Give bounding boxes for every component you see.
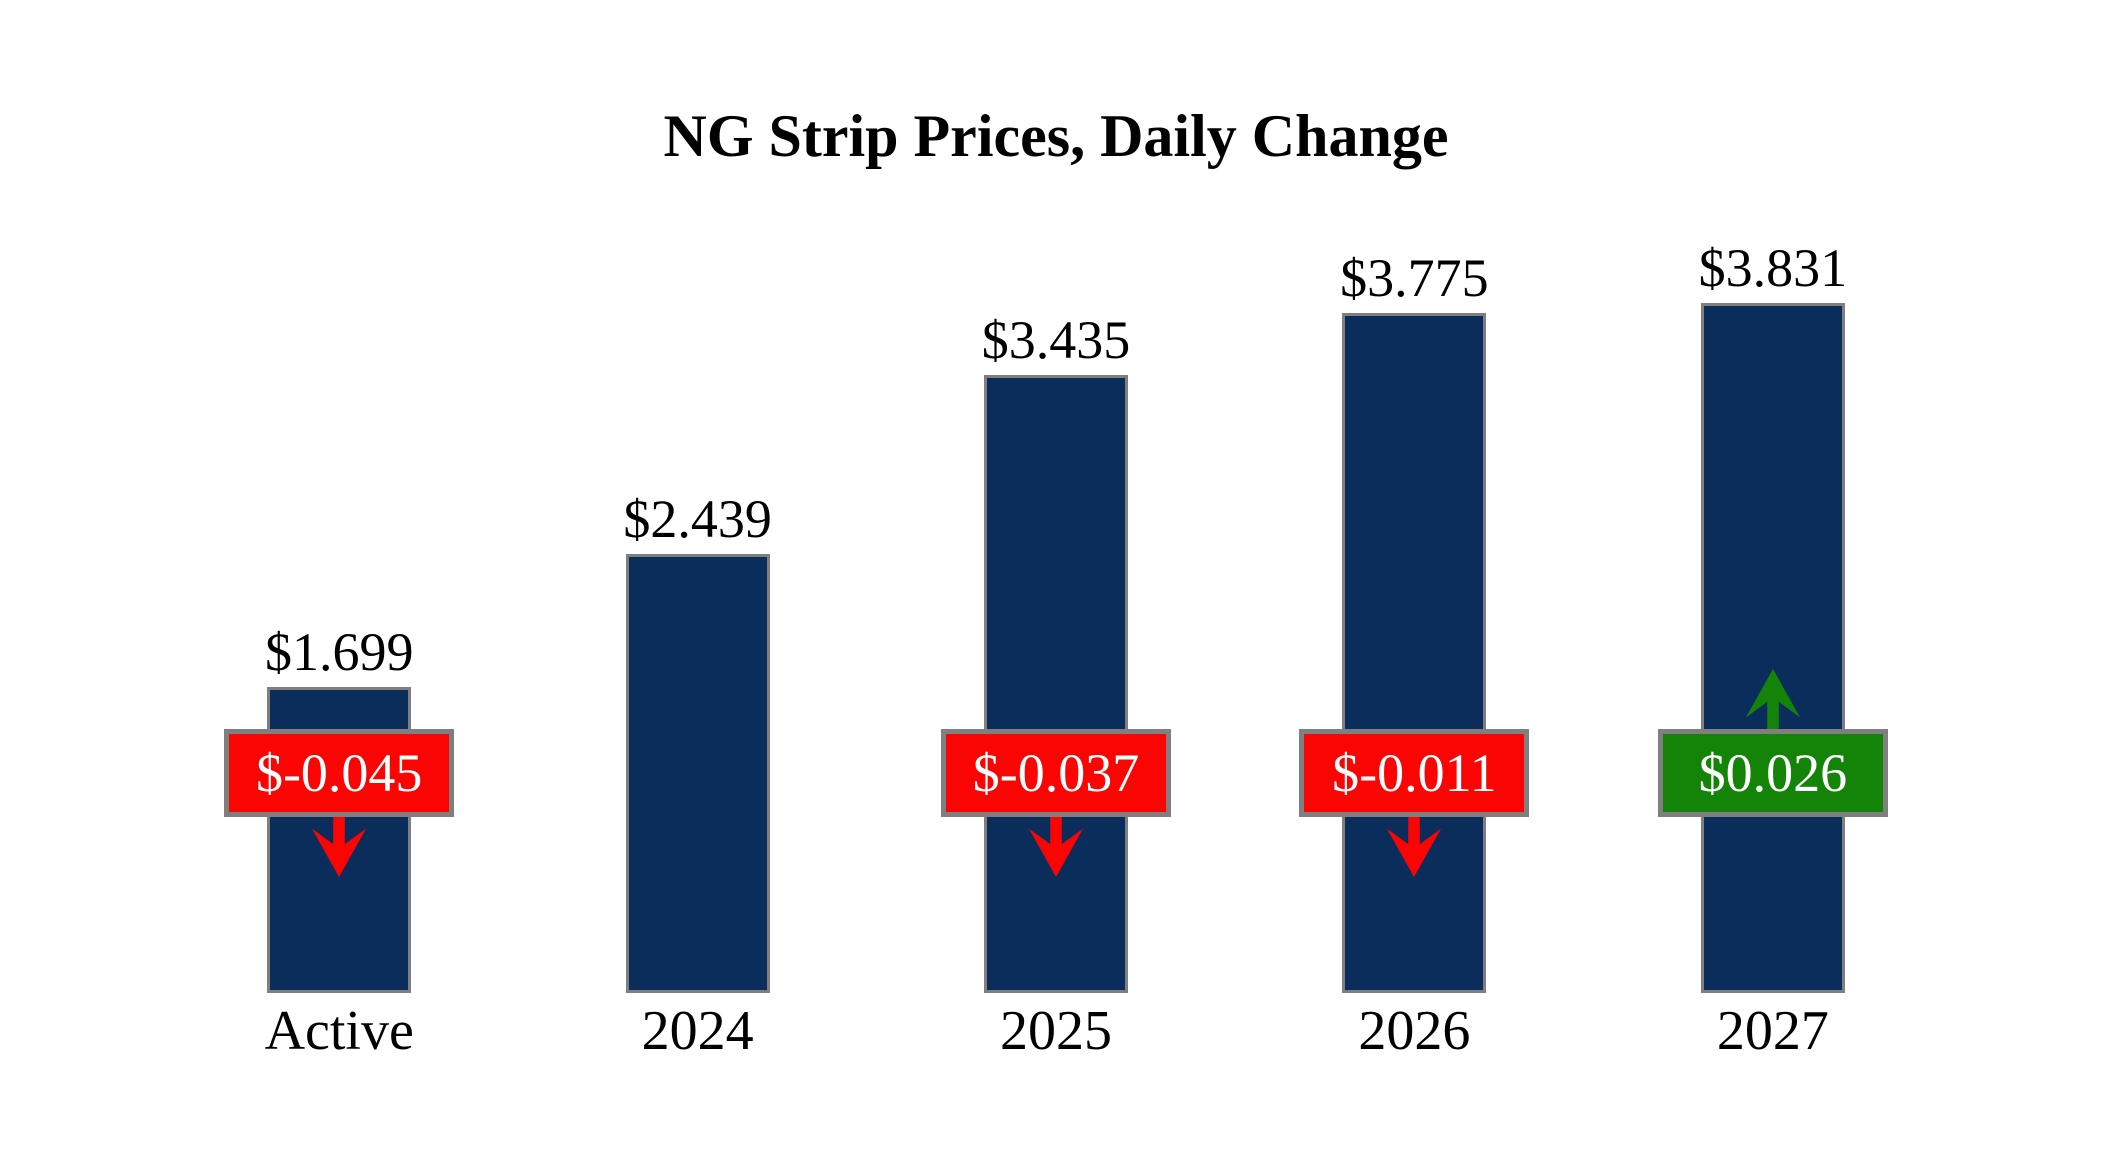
change-badge: $0.026 bbox=[1657, 729, 1888, 817]
bar bbox=[984, 375, 1129, 993]
bar-group-2024: $2.439 2024 bbox=[518, 0, 876, 1059]
category-label: 2025 bbox=[1000, 1000, 1113, 1062]
bar-value-label: $3.775 bbox=[1340, 248, 1489, 308]
category-label: 2024 bbox=[641, 1000, 754, 1062]
change-badge: $-0.011 bbox=[1299, 729, 1530, 817]
change-badge: $-0.037 bbox=[941, 729, 1172, 817]
increase-arrow-icon bbox=[1744, 669, 1802, 729]
decrease-arrow-icon bbox=[310, 817, 368, 877]
category-label: 2026 bbox=[1358, 1000, 1471, 1062]
decrease-arrow-icon bbox=[1385, 817, 1443, 877]
plot-area: $1.699 $-0.045 Active $2.439 2024 $3.435… bbox=[160, 0, 1952, 1059]
bar-group-2027: $3.831 $0.026 2027 bbox=[1594, 0, 1952, 1059]
bar-group-2025: $3.435 $-0.037 2025 bbox=[877, 0, 1235, 1059]
decrease-arrow-icon bbox=[1027, 817, 1085, 877]
category-label: Active bbox=[264, 1000, 414, 1062]
bar-value-label: $1.699 bbox=[264, 622, 414, 682]
bar-value-label: $3.831 bbox=[1698, 238, 1848, 298]
bar-value-label: $2.439 bbox=[623, 489, 772, 549]
chart-title: NG Strip Prices, Daily Change bbox=[663, 103, 1449, 169]
bar-group-2026: $3.775 $-0.011 2026 bbox=[1235, 0, 1593, 1059]
category-label: 2027 bbox=[1716, 1000, 1829, 1062]
change-badge: $-0.045 bbox=[224, 729, 455, 817]
bar bbox=[625, 554, 770, 993]
bar-value-label: $3.435 bbox=[981, 310, 1131, 370]
bar bbox=[1700, 303, 1845, 993]
bar bbox=[1342, 313, 1487, 993]
bar-group-active: $1.699 $-0.045 Active bbox=[160, 0, 518, 1059]
